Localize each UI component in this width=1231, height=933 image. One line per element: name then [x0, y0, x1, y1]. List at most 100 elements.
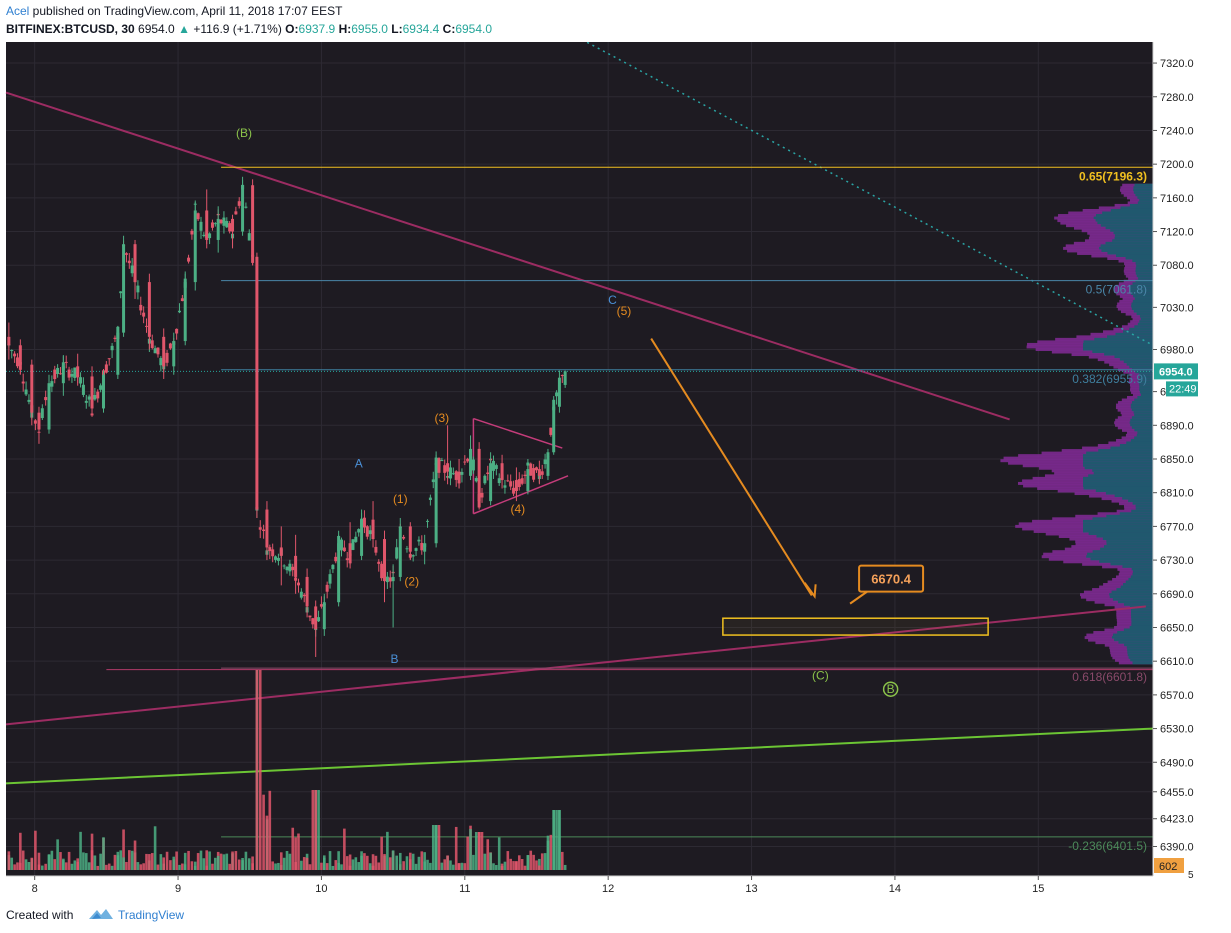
volume-bar: [532, 854, 535, 870]
volume-profile-bar-inner: [1086, 555, 1153, 559]
candle-body: [514, 480, 518, 492]
volume-bar: [515, 861, 518, 870]
candle-body: [448, 467, 452, 479]
volume-bar: [351, 859, 355, 870]
volume-profile-bar-inner: [1130, 610, 1153, 614]
time-tick-label: 11: [459, 883, 470, 895]
candle-body: [388, 577, 392, 582]
candle-body: [440, 460, 444, 462]
candle-body: [457, 471, 461, 476]
volume-profile-bar-inner: [1092, 517, 1153, 521]
volume-profile-bar-inner: [1123, 628, 1153, 632]
candle-body: [133, 244, 137, 283]
time-tick-label: 13: [745, 883, 757, 895]
volume-profile-bar-inner: [1098, 449, 1153, 453]
tradingview-brand-link[interactable]: TradingView: [118, 908, 185, 922]
candle-body: [145, 325, 149, 327]
volume-bar: [477, 832, 481, 870]
volume-profile-bar-inner: [1100, 547, 1153, 551]
volume-bar: [244, 851, 248, 870]
candle-body: [383, 539, 387, 582]
volume-profile-bar-inner: [1137, 201, 1153, 205]
candle-body: [67, 369, 71, 378]
candle-body: [7, 336, 11, 346]
price-tick-label: 7160.0: [1160, 193, 1194, 205]
volume-profile-bar-inner: [1090, 557, 1153, 561]
candle-body: [305, 576, 309, 607]
volume-profile-bar-inner: [1135, 262, 1153, 266]
volume-profile-bar-inner: [1132, 299, 1153, 303]
chart-area[interactable]: 0.65(7196.3) 0.5(7061.8) 0.382(6955.9) 0.61…: [0, 42, 1231, 898]
candle-body: [271, 549, 275, 557]
candle-body: [360, 519, 364, 556]
candle-body: [477, 448, 481, 502]
price-tick-label: 7080.0: [1160, 260, 1194, 272]
symbol-name: BITFINEX:BTCUSD, 30: [6, 22, 135, 36]
volume-profile-bar-inner: [1119, 512, 1153, 516]
volume-bar: [282, 857, 286, 870]
author-link[interactable]: Acel: [6, 4, 30, 18]
price-tick-label: 6690.0: [1160, 589, 1194, 601]
volume-profile-bar-inner: [1129, 203, 1153, 207]
volume-profile-bar-inner: [1131, 307, 1153, 311]
volume-bar: [165, 851, 169, 870]
candle-body: [168, 343, 172, 349]
volume-bar: [99, 853, 102, 870]
volume-profile-bar-inner: [1099, 246, 1153, 250]
candle-body: [251, 185, 255, 257]
candle-body: [193, 210, 197, 283]
candle-body: [408, 526, 412, 552]
volume-profile-bar-inner: [1083, 519, 1153, 523]
volume-profile-bar-inner: [1138, 373, 1153, 377]
volume-bar: [529, 850, 533, 870]
volume-bar: [142, 863, 145, 870]
volume-profile-bar-inner: [1101, 249, 1153, 253]
volume-profile-bar-inner: [1094, 337, 1153, 341]
volume-bar: [148, 854, 151, 870]
volume-bar: [222, 854, 226, 870]
volume-profile-bar-inner: [1124, 643, 1153, 647]
candle-body: [512, 487, 516, 494]
candle-body: [258, 527, 262, 530]
volume-bar: [320, 862, 323, 870]
volume-profile-bar-inner: [1133, 411, 1153, 415]
volume-bar: [300, 860, 303, 870]
candle-body: [285, 566, 289, 571]
volume-bar: [538, 865, 541, 870]
candle-body: [420, 542, 424, 551]
volume-profile-bar-inner: [1119, 444, 1153, 448]
candle-body: [294, 555, 298, 577]
candle-body: [199, 221, 203, 231]
candle-body: [557, 377, 561, 386]
volume-profile-bar-inner: [1139, 198, 1153, 202]
volume-profile-bar-inner: [1133, 186, 1153, 190]
candle-body: [546, 452, 550, 476]
volume-bar: [291, 827, 295, 870]
candle-body: [33, 420, 37, 424]
price-tick-label: 6980.0: [1160, 344, 1194, 356]
publish-info: published on TradingView.com, April 11, …: [29, 4, 343, 18]
projection-arrow-line: [650, 338, 813, 597]
high-label: H:: [338, 22, 352, 36]
countdown-tag: [1166, 381, 1198, 397]
volume-bar: [64, 862, 68, 870]
price-tick-label: 6455.0: [1160, 787, 1194, 799]
volume-bar: [199, 850, 203, 870]
volume-bar: [423, 852, 426, 870]
volume-profile-bar-inner: [1114, 236, 1153, 240]
price-tick-label: 6890.0: [1160, 420, 1194, 432]
volume-profile-bar-inner: [1083, 486, 1153, 490]
chart-header: Acel published on TradingView.com, April…: [0, 0, 1231, 42]
price-chart[interactable]: 0.65(7196.3) 0.5(7061.8) 0.382(6955.9) 0.61…: [0, 42, 1231, 898]
volume-bar: [535, 860, 538, 870]
candle-body: [423, 543, 427, 552]
candle-body: [471, 459, 475, 471]
candle-body: [460, 471, 464, 475]
last-price-tag: [1154, 363, 1198, 380]
volume-bar: [446, 855, 449, 870]
volume-profile-bar-inner: [1083, 340, 1153, 344]
volume-bar: [190, 861, 194, 870]
candle-body: [247, 233, 251, 241]
candle-body: [339, 539, 343, 551]
volume-profile-bar-inner: [1092, 550, 1153, 554]
